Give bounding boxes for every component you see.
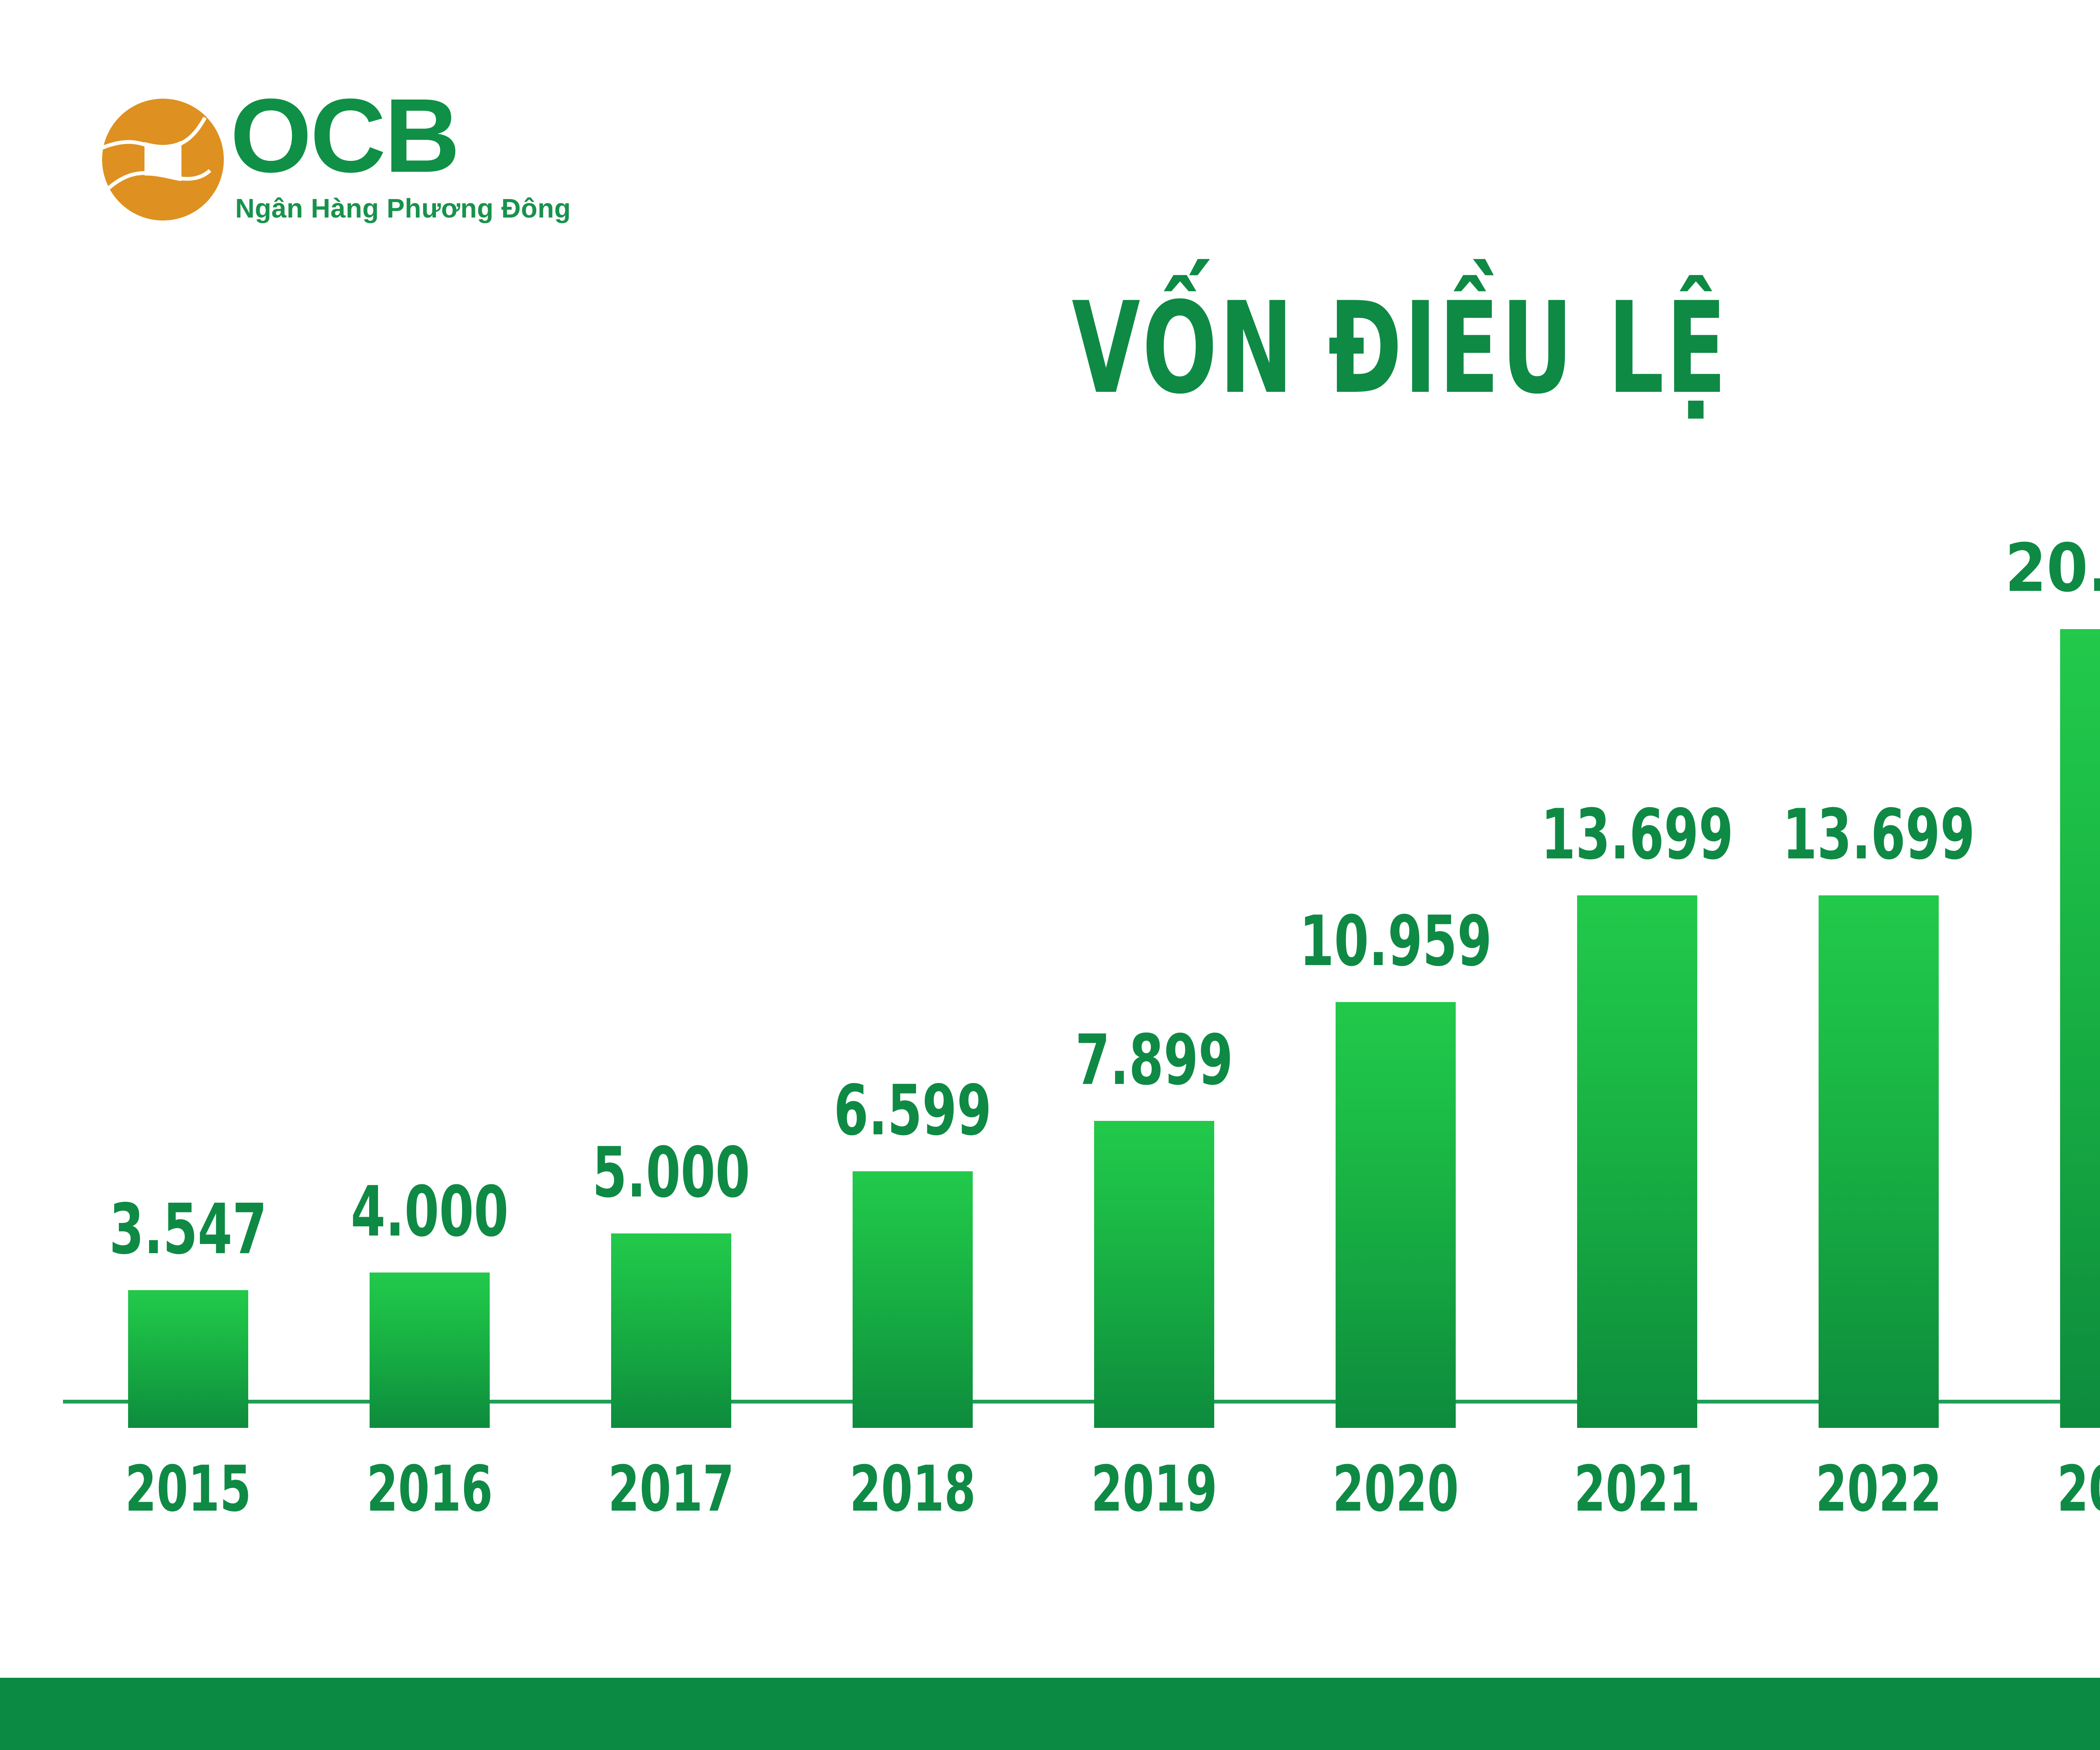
bar-chart: 3.547 2015 4.000 2016 5.000 2017 6.599 2018 7.89… bbox=[63, 28, 2100, 1521]
bar-group-2015: 3.547 2015 bbox=[68, 28, 309, 1521]
bar-group-2023: 20.5482023 bbox=[2000, 28, 2100, 1521]
category-label-2023: 2023 bbox=[2057, 1453, 2100, 1526]
bar-2018[interactable] bbox=[853, 1171, 973, 1428]
bar-2020[interactable] bbox=[1336, 1002, 1456, 1428]
category-label-2015: 2015 bbox=[125, 1453, 252, 1526]
bar-2015[interactable] bbox=[128, 1290, 248, 1428]
bar-group-2019: 7.899 2019 bbox=[1034, 28, 1275, 1521]
footer-band bbox=[0, 1678, 2100, 1750]
chart-baseline bbox=[63, 1400, 2100, 1404]
bar-2019[interactable] bbox=[1094, 1121, 1214, 1428]
ocb-logo: OCB Ngân Hàng Phương Đông bbox=[100, 83, 571, 232]
bar-group-2022: 13.699 2022 bbox=[1758, 28, 2000, 1521]
ocb-wordmark: OCB bbox=[230, 77, 460, 194]
category-label-2018: 2018 bbox=[849, 1453, 976, 1526]
bar-2022[interactable] bbox=[1819, 895, 1939, 1428]
category-label-2017: 2017 bbox=[608, 1453, 735, 1526]
bar-2017[interactable] bbox=[611, 1233, 731, 1428]
bar-value-2021: 13.699 bbox=[1541, 794, 1734, 875]
bar-value-2022: 13.699 bbox=[1782, 794, 1975, 875]
bar-group-2018: 6.599 2018 bbox=[792, 28, 1034, 1521]
bar-group-2020: 10.959 2020 bbox=[1275, 28, 1517, 1521]
category-label-2019: 2019 bbox=[1091, 1453, 1218, 1526]
bar-group-2016: 4.000 2016 bbox=[309, 28, 551, 1521]
category-label-2020: 2020 bbox=[1332, 1453, 1459, 1526]
category-label-2022: 2022 bbox=[1815, 1453, 1942, 1526]
bar-value-2019: 7.899 bbox=[1075, 1020, 1233, 1100]
ocb-tagline: Ngân Hàng Phương Đông bbox=[235, 193, 571, 223]
bar-value-2020: 10.959 bbox=[1299, 901, 1492, 981]
bar-group-2017: 5.000 2017 bbox=[551, 28, 792, 1521]
bar-value-2015: 3.547 bbox=[109, 1189, 267, 1270]
bar-value-2017: 5.000 bbox=[592, 1132, 750, 1213]
bar-2016[interactable] bbox=[370, 1272, 490, 1428]
page-title: VỐN ĐIỀU LỆ bbox=[1071, 275, 1729, 422]
category-label-2016: 2016 bbox=[366, 1453, 493, 1526]
bar-2023[interactable] bbox=[2060, 629, 2100, 1428]
ocb-circle-mark-icon bbox=[100, 97, 226, 223]
bar-value-2023: 20.548 bbox=[2005, 530, 2100, 607]
category-label-2021: 2021 bbox=[1574, 1453, 1701, 1526]
bar-value-2018: 6.599 bbox=[834, 1070, 992, 1151]
bar-value-2016: 4.000 bbox=[351, 1171, 509, 1252]
bar-group-2021: 13.699 2021 bbox=[1517, 28, 1758, 1521]
bar-2021[interactable] bbox=[1577, 895, 1697, 1428]
